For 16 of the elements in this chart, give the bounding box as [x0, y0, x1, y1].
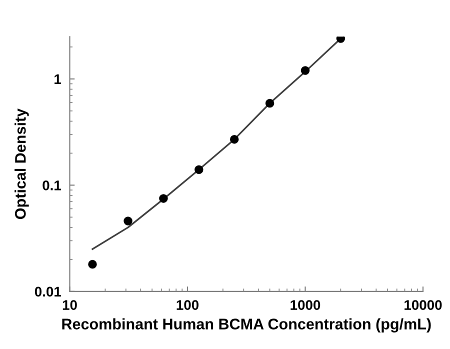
point: [159, 194, 168, 203]
x-tick-label: 10000: [404, 300, 442, 310]
point: [124, 216, 132, 226]
y-tick-label: 1: [54, 74, 62, 84]
y-tick-label: 0.01: [34, 286, 62, 297]
x-axis-title: Recombinant Human BCMA Concentration (pg/mL): [62, 318, 431, 333]
x-tick-label: 100: [176, 300, 199, 310]
y-tick-label: 0.1: [42, 180, 62, 190]
point: [88, 260, 97, 269]
point: [300, 66, 310, 75]
point: [265, 98, 274, 108]
point: [194, 165, 204, 174]
x-tick-label: 1000: [290, 300, 320, 310]
point: [230, 134, 239, 144]
y-axis-title: Optical Density: [14, 108, 29, 220]
x-tick-label: 10: [62, 300, 77, 310]
